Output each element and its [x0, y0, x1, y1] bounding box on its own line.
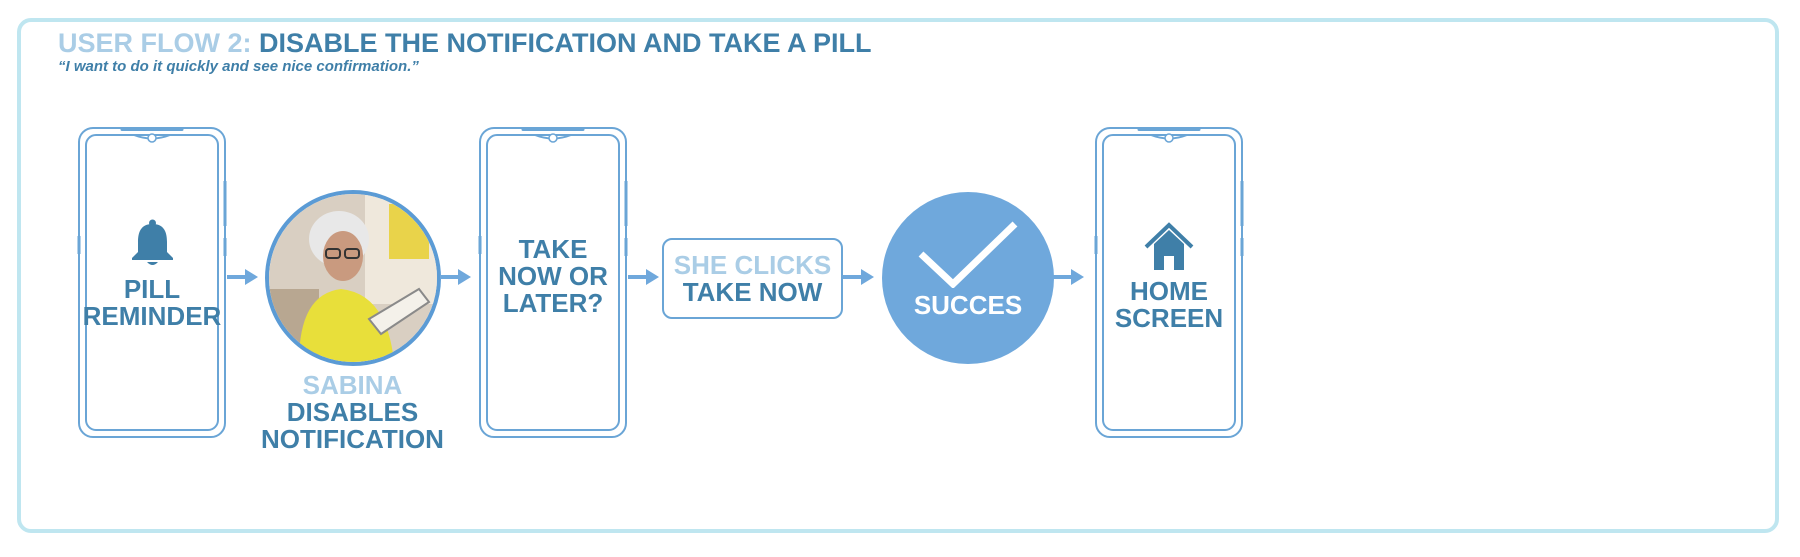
flow-arrow: [843, 269, 874, 285]
action-box-take-now: SHE CLICKS TAKE NOW: [662, 238, 843, 319]
label-line: PILL: [123, 274, 181, 304]
title-prefix: USER FLOW 2:: [58, 28, 252, 58]
success-badge: SUCCES: [882, 192, 1054, 364]
flow-frame: [17, 18, 1779, 533]
checkmark-icon: [918, 221, 1018, 288]
flow-arrow: [1053, 269, 1084, 285]
phone-label: TAKE NOW OR LATER?: [478, 236, 628, 317]
label-line: LATER?: [502, 288, 604, 318]
label-line: TAKE: [518, 234, 588, 264]
phone-home-screen: HOME SCREEN: [1094, 126, 1244, 439]
page-title: USER FLOW 2: DISABLE THE NOTIFICATION AN…: [58, 28, 872, 59]
phone-label: PILL REMINDER: [77, 276, 227, 330]
person-name: SABINA: [302, 370, 403, 400]
phone-outline: [1094, 127, 1244, 438]
bell-icon: [132, 219, 173, 265]
woman-reading-illustration: [269, 194, 437, 362]
phone-outline: [478, 127, 628, 438]
caption-line: DISABLES: [286, 397, 419, 427]
sabina-photo: [265, 190, 441, 366]
action-line: SHE CLICKS: [673, 250, 832, 280]
label-line: HOME: [1130, 276, 1208, 306]
action-line: TAKE NOW: [682, 277, 823, 307]
sabina-caption: SABINA DISABLES NOTIFICATION: [240, 372, 465, 453]
success-label: SUCCES: [913, 290, 1023, 320]
phone-pill-reminder: PILL REMINDER: [77, 126, 227, 439]
flow-arrow: [227, 269, 258, 285]
flow-arrow: [628, 269, 659, 285]
phone-take-now-or-later: TAKE NOW OR LATER?: [478, 126, 628, 439]
caption-line: NOTIFICATION: [261, 424, 444, 454]
phone-outline: [77, 127, 227, 438]
home-icon: [1144, 222, 1194, 270]
label-line: NOW OR: [498, 261, 608, 291]
label-line: SCREEN: [1114, 303, 1224, 333]
title-main: DISABLE THE NOTIFICATION AND TAKE A PILL: [259, 28, 872, 58]
flow-arrow: [440, 269, 471, 285]
phone-label: HOME SCREEN: [1094, 278, 1244, 332]
label-line: REMINDER: [82, 301, 222, 331]
page-subtitle: “I want to do it quickly and see nice co…: [58, 58, 419, 75]
